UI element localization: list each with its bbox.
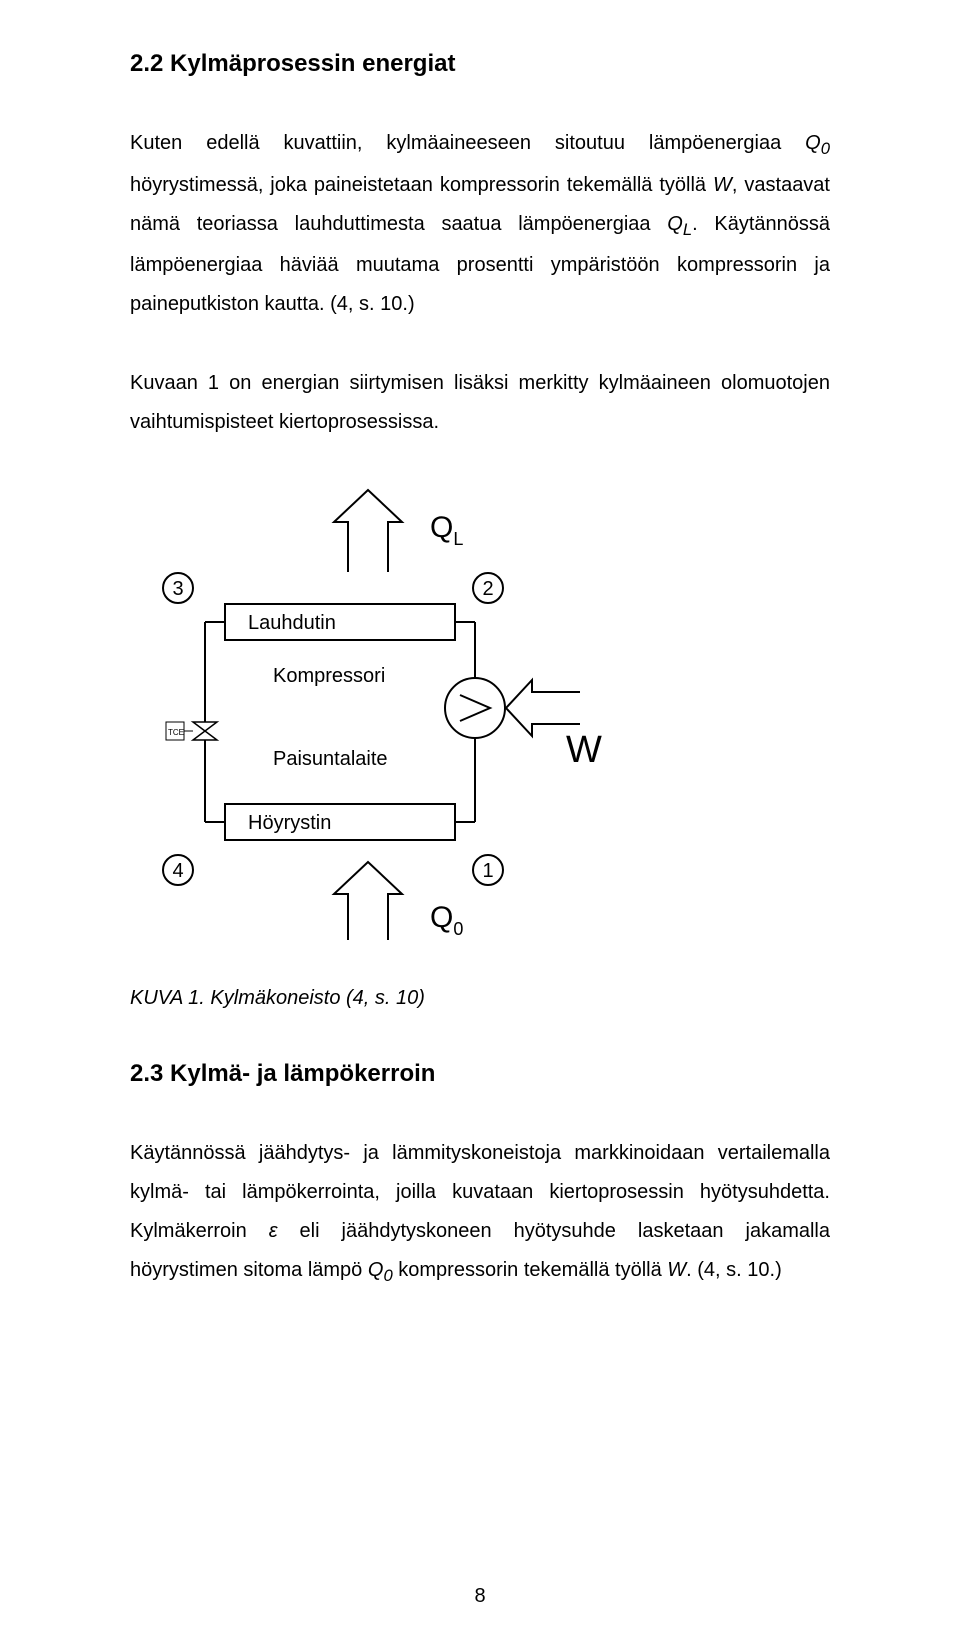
figure-1: QL 3 2 Lauhdutin Kompressori xyxy=(130,482,830,1010)
label-kompressori: Kompressori xyxy=(273,665,385,687)
heading-2-2: 2.2 Kylmäprosessin energiat xyxy=(130,50,830,78)
label-w: W xyxy=(566,729,602,771)
node-4-label: 4 xyxy=(172,860,183,882)
label-paisuntalaite: Paisuntalaite xyxy=(273,748,388,770)
heading-2-3: 2.3 Kylmä- ja lämpökerroin xyxy=(130,1060,830,1088)
node-2-label: 2 xyxy=(482,578,493,600)
page: 2.2 Kylmäprosessin energiat Kuten edellä… xyxy=(0,0,960,1638)
page-number: 8 xyxy=(0,1585,960,1608)
figure-1-caption: KUVA 1. Kylmäkoneisto (4, s. 10) xyxy=(130,987,830,1010)
label-lauhdutin: Lauhdutin xyxy=(248,612,336,634)
node-1-label: 1 xyxy=(482,860,493,882)
label-hoyrystin: Höyrystin xyxy=(248,812,331,834)
arrow-ql xyxy=(334,490,402,572)
arrow-q0 xyxy=(334,862,402,940)
para-2-2-2: Kuvaan 1 on energian siirtymisen lisäksi… xyxy=(130,364,830,442)
arrow-w xyxy=(506,680,580,736)
compressor-icon xyxy=(445,678,505,738)
node-3-label: 3 xyxy=(172,578,183,600)
label-q0: Q0 xyxy=(430,901,463,939)
para-2-3-1: Käytännössä jäähdytys- ja lämmityskoneis… xyxy=(130,1134,830,1293)
label-ql: QL xyxy=(430,511,463,549)
label-tce: TCE xyxy=(168,728,184,737)
para-2-2-1: Kuten edellä kuvattiin, kylmäaineeseen s… xyxy=(130,124,830,324)
refrigeration-cycle-diagram: QL 3 2 Lauhdutin Kompressori xyxy=(130,482,610,952)
